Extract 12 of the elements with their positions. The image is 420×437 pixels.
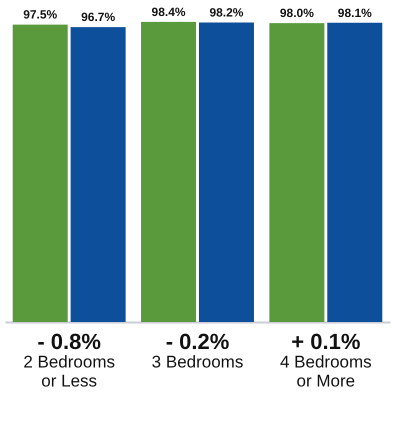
data-label: 98.1% [338, 6, 372, 20]
text: - 0.8% [37, 329, 101, 354]
text: + 0.1% [291, 329, 360, 354]
data-label: 96.7% [81, 10, 116, 24]
x-tick-label: 2 Bedrooms or Less [23, 352, 116, 390]
data-label: 98.4% [152, 4, 186, 19]
x-tick-label: 4 Bedrooms or More [280, 352, 372, 390]
data-label: 97.5% [23, 8, 58, 22]
x-tick-label: 3 Bedrooms [152, 352, 244, 372]
text: - 0.2% [166, 329, 230, 354]
data-label: 98.2% [209, 5, 244, 20]
data-label: 98.0% [280, 6, 314, 20]
